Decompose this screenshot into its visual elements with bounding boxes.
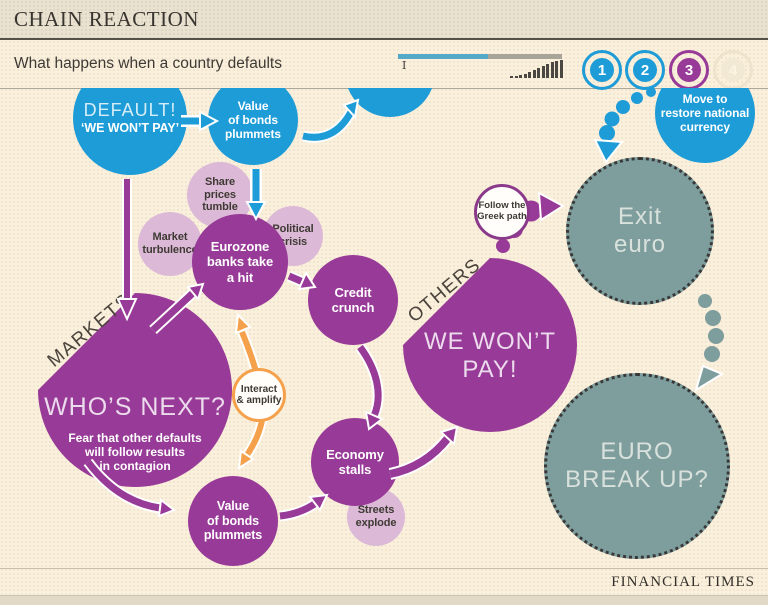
node-default-title: DEFAULT!: [83, 100, 177, 120]
we-wont-pay-shape: [403, 258, 577, 432]
step-button-2[interactable]: 2: [625, 50, 665, 90]
arrow-bonds-to-ripple: [301, 98, 360, 143]
step-1-number: 1: [590, 58, 614, 82]
subtitle: What happens when a country defaults: [14, 55, 282, 72]
footer: FINANCIAL TIMES: [0, 568, 768, 595]
node-bonds-blue: Value of bonds plummets: [208, 88, 298, 165]
node-economy-stalls: Economy stalls: [311, 418, 399, 506]
node-bonds-purple: Value of bonds plummets: [188, 476, 278, 566]
node-ripple-circle: [345, 88, 435, 117]
badge-follow-greek-path: Follow the Greek path: [474, 184, 530, 240]
node-default: DEFAULT! ‘WE WON’T PAY’: [73, 88, 187, 175]
playhead-marker[interactable]: I: [402, 59, 407, 72]
node-euro-breakup: EURO BREAK UP?: [544, 373, 730, 559]
dotted-trail-gray: [694, 294, 725, 393]
node-market-turbulence: Market turbulence: [138, 212, 202, 276]
node-exit-euro: Exit euro: [566, 157, 714, 305]
timeline-scrubber[interactable]: [398, 54, 562, 59]
financial-times-wordmark: FINANCIAL TIMES: [611, 574, 755, 590]
subheader-bar: What happens when a country defaults I 1…: [0, 40, 768, 90]
bottom-edge-strip: [0, 595, 768, 605]
node-credit-crunch: Credit crunch: [308, 255, 398, 345]
step-3-number: 3: [677, 58, 701, 82]
node-we-wont-pay: WE WON’T PAY!: [403, 258, 577, 432]
ascending-bars-icon: [510, 60, 568, 78]
we-wont-pay-title: WE WON’T PAY!: [424, 328, 556, 383]
whos-next-shape: [38, 293, 232, 487]
timeline-progress-fill: [398, 54, 489, 59]
step-2-number: 2: [633, 58, 657, 82]
step-button-3-active[interactable]: 3: [669, 50, 709, 90]
step-button-1[interactable]: 1: [582, 50, 622, 90]
step-button-4[interactable]: 4: [713, 50, 753, 90]
whos-next-subtitle: Fear that other defaults will follow res…: [68, 431, 202, 473]
diagram-canvas: DEFAULT! ‘WE WON’T PAY’ Value of bonds p…: [0, 88, 768, 568]
arrow-credit-to-economy: [355, 343, 384, 431]
badge-interact-amplify: Interact & amplify: [232, 368, 286, 422]
page-title: CHAIN REACTION: [14, 7, 199, 31]
arrow-bonds-to-economy: [279, 493, 329, 522]
node-eurozone-banks: Eurozone banks take a hit: [192, 214, 288, 310]
node-default-subtitle: ‘WE WON’T PAY’: [81, 121, 179, 136]
node-whos-next: WHO’S NEXT? Fear that other defaults wil…: [38, 293, 232, 487]
whos-next-title: WHO’S NEXT?: [44, 393, 226, 421]
dotted-trail-blue: [593, 88, 656, 164]
step-4-number: 4: [721, 58, 745, 82]
node-move-restore-currency: Move to restore national currency: [655, 88, 755, 163]
arrow-economy-to-we-wont-pay: [388, 425, 459, 480]
masthead: CHAIN REACTION: [0, 0, 768, 40]
